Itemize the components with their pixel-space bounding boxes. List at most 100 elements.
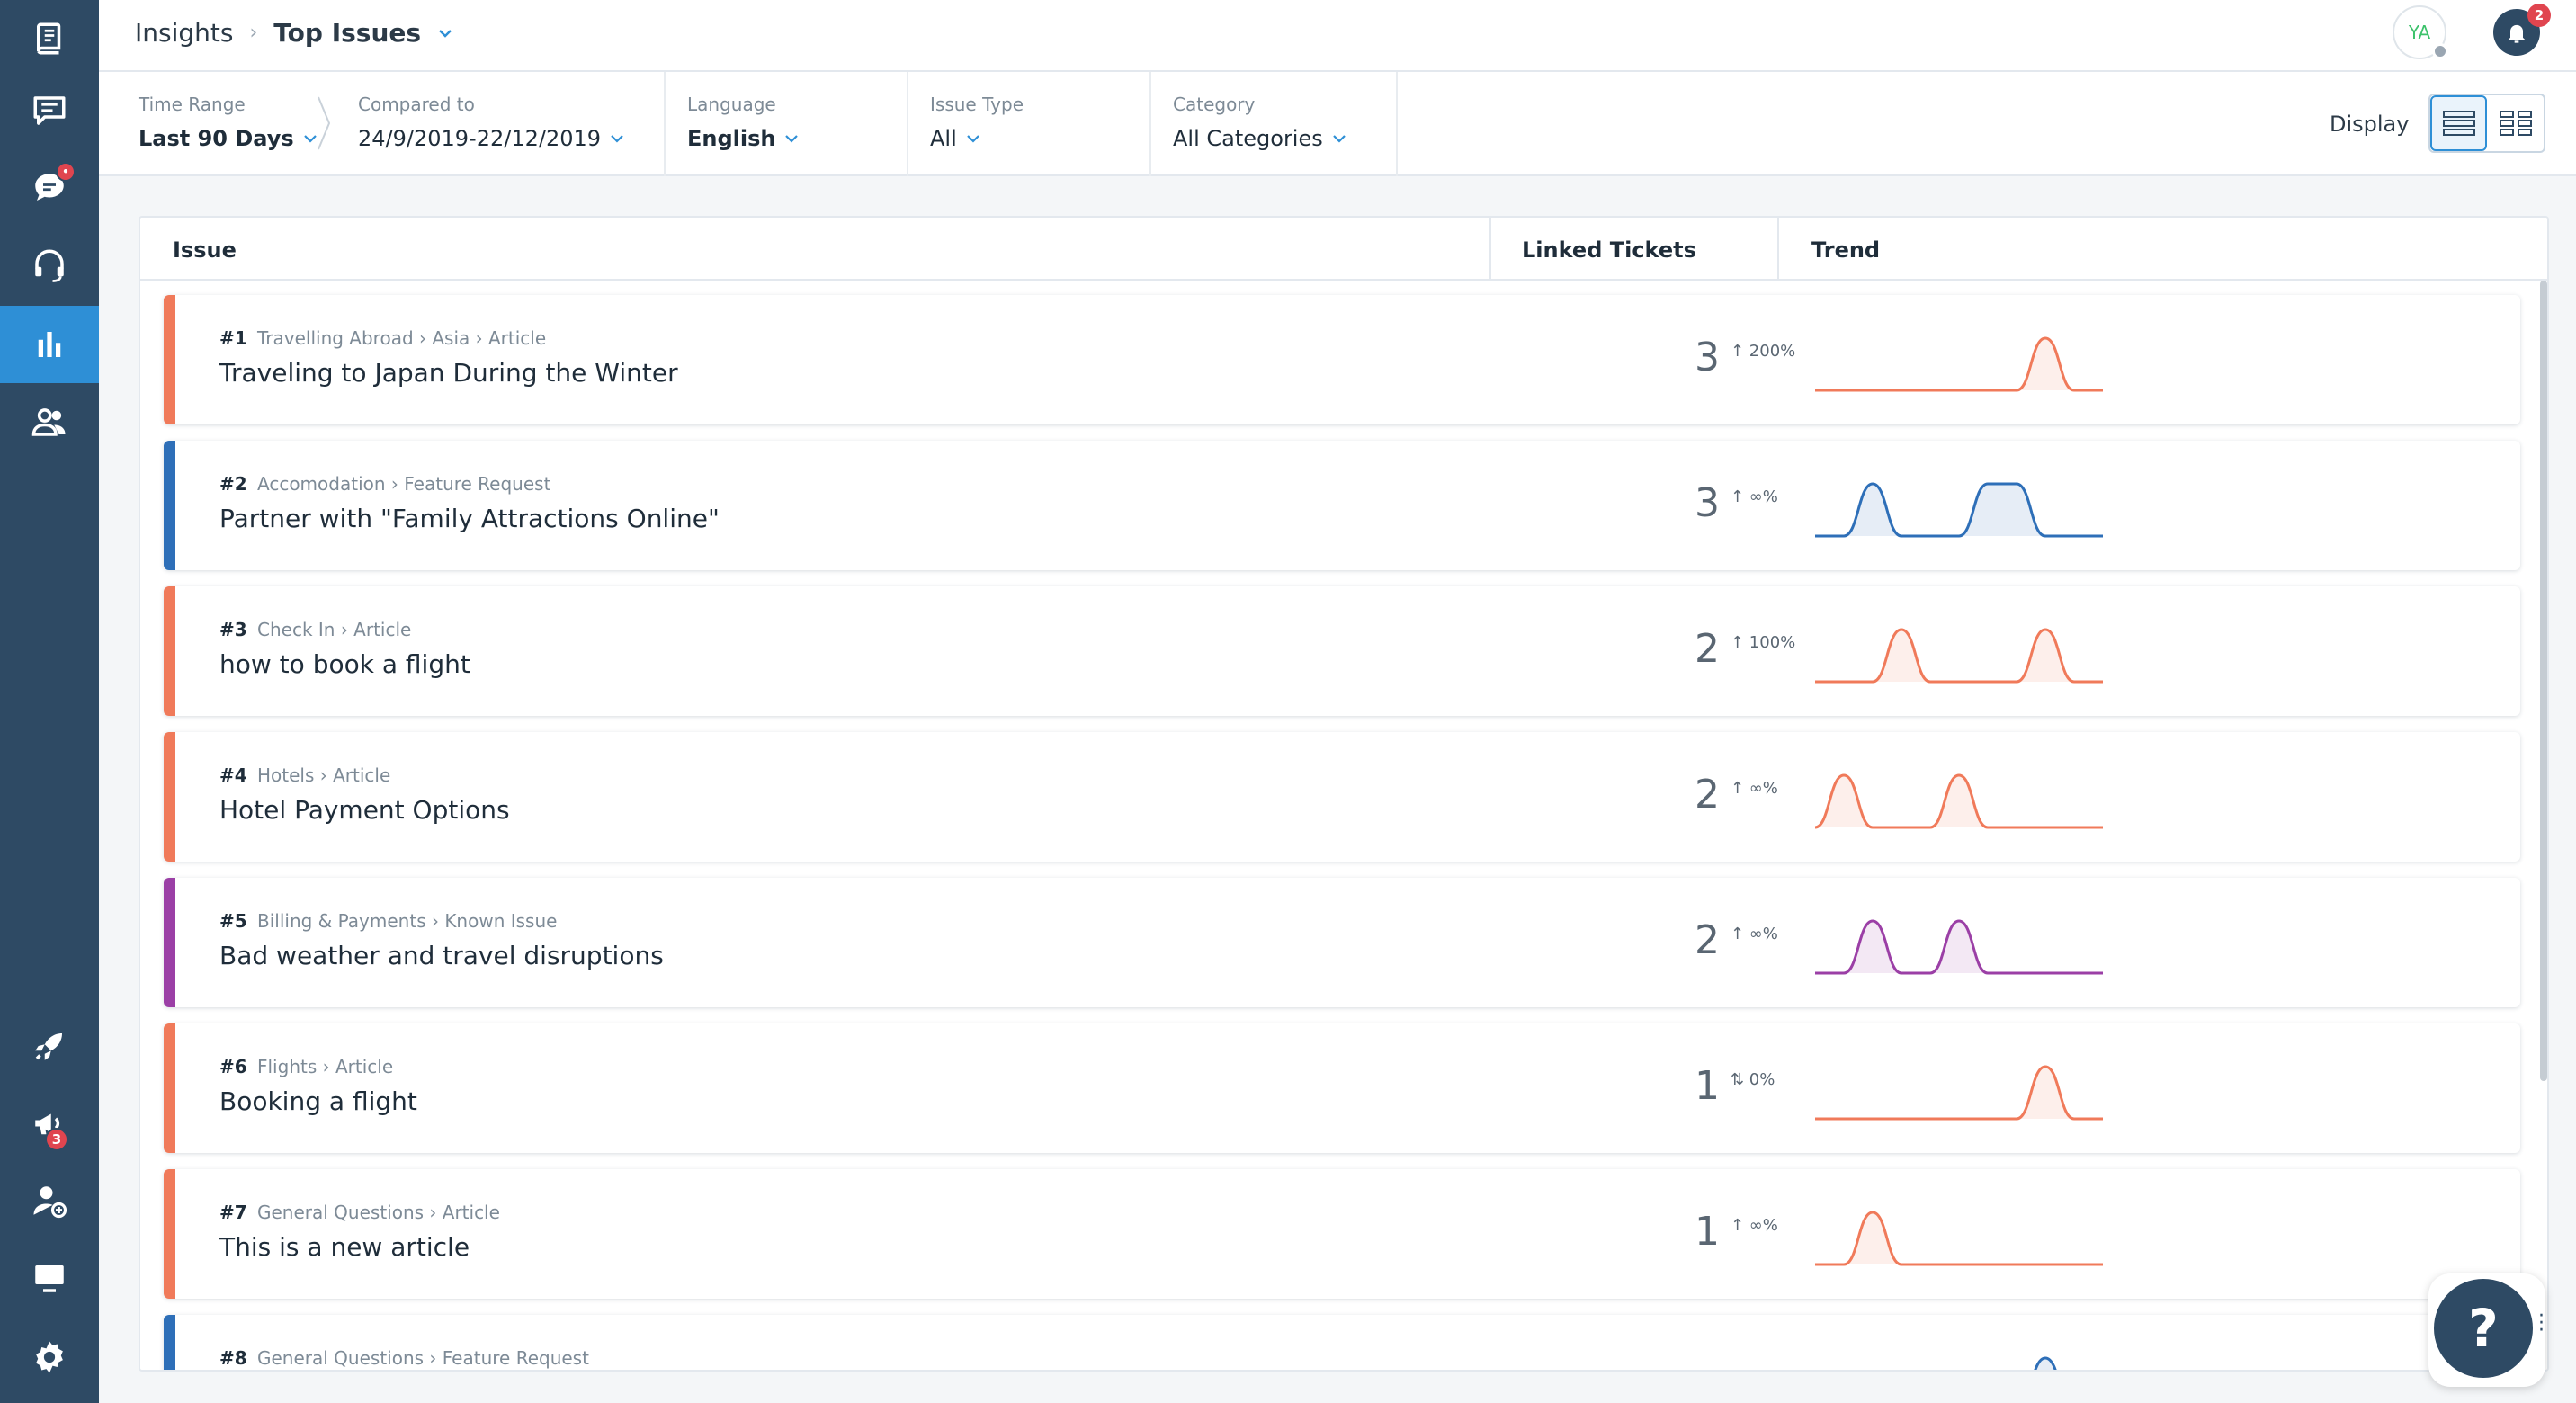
breadcrumb-separator: › <box>249 22 258 44</box>
category-value[interactable]: All Categories <box>1173 126 1346 151</box>
table-row[interactable]: #4 Hotels › Article Hotel Payment Options 2… <box>164 732 2520 862</box>
sidebar-item-settings[interactable] <box>0 1318 99 1396</box>
message-icon <box>35 174 64 201</box>
column-divider <box>1489 218 1491 281</box>
table-row[interactable]: #1 Travelling Abroad › Asia › Article Trav… <box>164 295 2520 424</box>
chevron-down-icon <box>611 135 623 143</box>
table-header: Issue Linked Tickets Trend <box>140 218 2547 281</box>
issue-rank: #6 <box>219 1056 247 1077</box>
linked-tickets-count: 2 <box>1695 626 1720 672</box>
trend-sparkline <box>1815 482 2103 538</box>
announcements-badge: 3 <box>45 1128 68 1151</box>
sidebar-item-knowledge-base[interactable] <box>0 0 99 77</box>
time-range-label: Time Range <box>139 94 246 115</box>
sidebar-item-display[interactable] <box>0 1239 99 1317</box>
table-row[interactable]: #6 Flights › Article Booking a flight 1 ⇅ 0% <box>164 1023 2520 1153</box>
trend-line <box>2034 1356 2057 1370</box>
trend-area <box>1815 1212 2103 1264</box>
issue-title[interactable]: how to book a flight <box>219 649 470 679</box>
chevron-down-icon <box>303 135 317 143</box>
column-header-issue[interactable]: Issue <box>173 237 237 263</box>
more-options-icon[interactable]: · · · <box>2538 1305 2545 1342</box>
issue-title[interactable]: Partner with "Family Attractions Online" <box>219 504 720 533</box>
issue-category-path: Flights › Article <box>257 1056 394 1077</box>
sidebar-item-announcements[interactable]: 3 <box>0 1085 99 1162</box>
top-bar: Insights › Top Issues <box>99 0 2576 72</box>
column-header-trend[interactable]: Trend <box>1811 237 1881 263</box>
table-row[interactable]: #8 General Questions › Feature Request <box>164 1315 2520 1370</box>
list-view-icon <box>2442 111 2475 136</box>
table-row[interactable]: #3 Check In › Article how to book a flight… <box>164 586 2520 716</box>
filter-divider <box>664 72 666 176</box>
compared-to-label: Compared to <box>358 94 475 115</box>
compared-to-value[interactable]: 24/9/2019-22/12/2019 <box>358 126 624 151</box>
trend-area <box>1815 1067 2103 1119</box>
sidebar: • 3 <box>0 0 99 1403</box>
trend-sparkline <box>1815 628 2103 684</box>
bar-chart-icon <box>38 332 61 357</box>
grid-view-icon <box>2499 111 2532 136</box>
linked-tickets-count: 3 <box>1695 480 1720 526</box>
linked-tickets-change: ⇅ 0% <box>1731 1070 1775 1089</box>
sidebar-item-launch[interactable] <box>0 1007 99 1085</box>
time-range-text: Last 90 Days <box>139 126 294 151</box>
sidebar-item-add-user[interactable] <box>0 1162 99 1239</box>
filter-divider <box>1149 72 1151 176</box>
headset-icon <box>35 249 64 282</box>
table-row[interactable]: #7 General Questions › Article This is a n… <box>164 1169 2520 1299</box>
table-row[interactable]: #5 Billing & Payments › Known Issue Bad we… <box>164 878 2520 1007</box>
issue-category-path: General Questions › Feature Request <box>257 1347 589 1369</box>
trend-area <box>1815 630 2103 682</box>
column-divider <box>1777 218 1779 281</box>
breadcrumb-root[interactable]: Insights <box>135 18 234 48</box>
linked-tickets-count: 2 <box>1695 917 1720 963</box>
time-range-value[interactable]: Last 90 Days <box>139 126 318 151</box>
chevron-down-icon[interactable] <box>437 28 453 39</box>
issue-type-filter[interactable]: Issue Type All <box>930 72 1024 176</box>
category-label: Category <box>1173 94 1256 115</box>
linked-tickets-change: ↑ ∞% <box>1731 779 1778 798</box>
trend-area <box>1815 338 2103 390</box>
grid-view-button[interactable] <box>2487 95 2544 151</box>
help-button[interactable]: ? <box>2434 1279 2533 1378</box>
range-separator-icon <box>318 96 331 150</box>
book-icon <box>36 22 61 55</box>
breadcrumb-current[interactable]: Top Issues <box>273 18 422 48</box>
sidebar-item-insights[interactable] <box>0 306 99 383</box>
trend-area <box>1815 484 2103 536</box>
chevron-down-icon <box>966 135 979 143</box>
language-label: Language <box>687 94 776 115</box>
column-header-linked-tickets[interactable]: Linked Tickets <box>1522 237 1696 263</box>
list-view-button[interactable] <box>2430 95 2488 151</box>
issue-type-value[interactable]: All <box>930 126 1024 151</box>
users-icon <box>31 408 66 436</box>
issue-title[interactable]: This is a new article <box>219 1232 470 1262</box>
bell-icon <box>2508 24 2526 43</box>
add-user-icon <box>33 1186 67 1219</box>
gear-icon <box>36 1341 63 1373</box>
issue-title[interactable]: Traveling to Japan During the Winter <box>219 358 678 388</box>
trend-sparkline <box>1815 1065 2103 1121</box>
category-filter[interactable]: Category All Categories <box>1173 72 1346 176</box>
language-value[interactable]: English <box>687 126 799 151</box>
scrollbar[interactable] <box>2540 281 2547 1081</box>
time-range-filter[interactable]: Time Range Last 90 Days <box>139 72 318 176</box>
table-row[interactable]: #2 Accomodation › Feature Request Partner … <box>164 441 2520 570</box>
trend-sparkline <box>1815 773 2103 829</box>
sidebar-item-support[interactable] <box>0 227 99 304</box>
issue-rank: #5 <box>219 910 247 932</box>
issue-title[interactable]: Booking a flight <box>219 1086 417 1116</box>
trend-sparkline <box>1815 336 2103 392</box>
row-accent <box>164 295 175 424</box>
compared-to-filter[interactable]: Compared to 24/9/2019-22/12/2019 <box>358 72 624 176</box>
language-filter[interactable]: Language English <box>687 72 799 176</box>
issue-title[interactable]: Bad weather and travel disruptions <box>219 941 664 970</box>
sidebar-item-messages[interactable]: • <box>0 149 99 227</box>
messages-badge: • <box>56 162 76 182</box>
issue-title[interactable]: Hotel Payment Options <box>219 795 510 825</box>
linked-tickets-count: 1 <box>1695 1209 1720 1255</box>
sidebar-item-conversations[interactable] <box>0 72 99 149</box>
compared-to-text: 24/9/2019-22/12/2019 <box>358 126 602 151</box>
trend-line <box>1815 628 2103 684</box>
sidebar-item-contacts[interactable] <box>0 383 99 460</box>
